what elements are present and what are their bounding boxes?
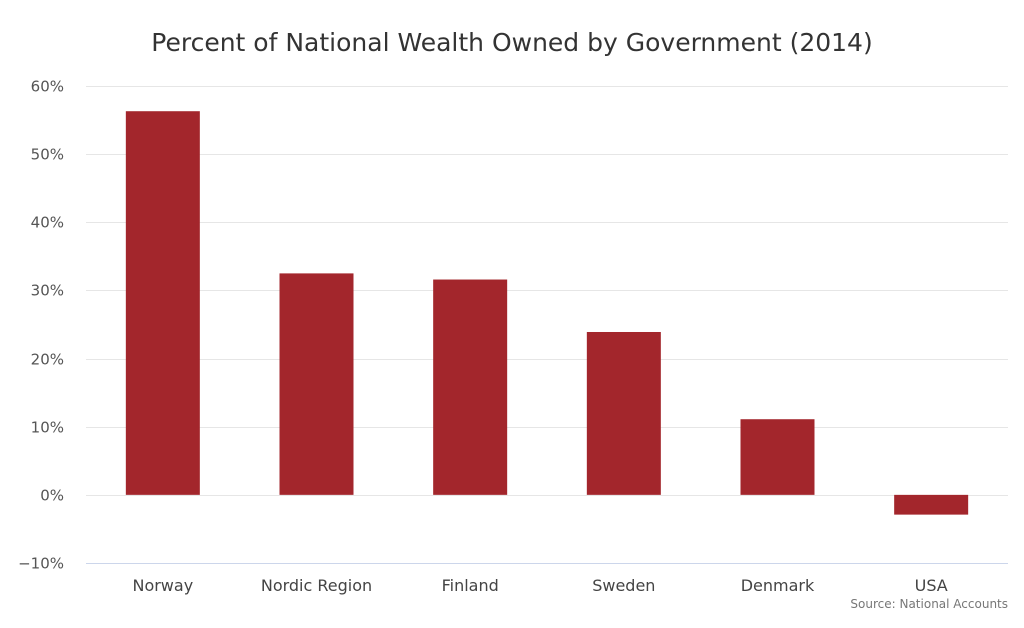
gridlines xyxy=(86,86,1008,564)
x-category-label: Norway xyxy=(132,576,193,595)
x-category-label: Denmark xyxy=(741,576,815,595)
y-tick-label: 50% xyxy=(31,146,64,164)
x-category-label: Nordic Region xyxy=(261,576,372,595)
y-tick-label: 60% xyxy=(31,78,64,96)
source-credit: Source: National Accounts xyxy=(850,597,1008,611)
y-tick-label: 0% xyxy=(40,487,64,505)
bar[interactable] xyxy=(894,494,969,515)
x-axis-labels: Norway Nordic Region Finland Sweden Denmark U… xyxy=(132,576,947,595)
x-category-label: Finland xyxy=(442,576,499,595)
y-tick-label: −10% xyxy=(18,555,64,573)
bar[interactable] xyxy=(586,331,661,495)
y-tick-label: 10% xyxy=(31,419,64,437)
y-tick-label: 40% xyxy=(31,214,64,232)
x-category-label: Sweden xyxy=(592,576,655,595)
y-axis-ticks: −10% 0% 10% 20% 30% 40% 50% 60% xyxy=(18,78,64,573)
chart-title: Percent of National Wealth Owned by Gove… xyxy=(151,28,872,57)
y-tick-label: 20% xyxy=(31,351,64,369)
bar[interactable] xyxy=(740,419,815,495)
y-tick-label: 30% xyxy=(31,282,64,300)
bar[interactable] xyxy=(433,279,508,495)
bar[interactable] xyxy=(279,273,354,495)
bar[interactable] xyxy=(125,111,200,495)
bars xyxy=(125,111,969,515)
x-category-label: USA xyxy=(915,576,948,595)
